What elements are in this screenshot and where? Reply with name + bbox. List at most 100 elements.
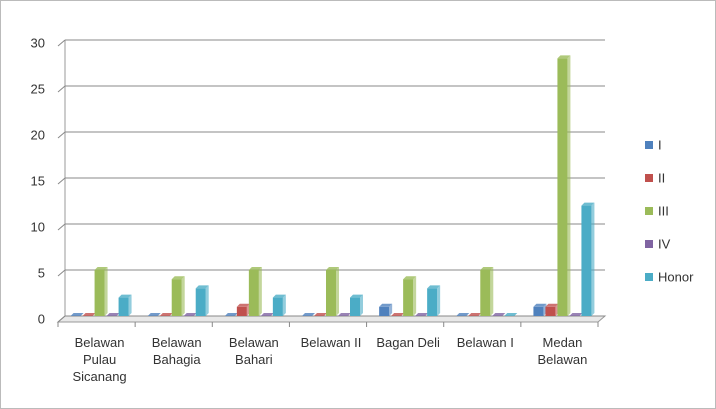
legend-label: I xyxy=(658,137,662,152)
bar xyxy=(159,313,173,316)
bar-face xyxy=(258,267,262,316)
bar-face xyxy=(70,313,84,316)
bar xyxy=(338,313,351,316)
bar-face xyxy=(360,294,363,316)
bar-face xyxy=(336,267,339,316)
bar xyxy=(581,202,595,316)
legend-label: IV xyxy=(658,236,671,251)
y-tick-label: 20 xyxy=(31,127,45,142)
bar xyxy=(403,276,417,316)
bar-face xyxy=(326,270,336,316)
legend-label: II xyxy=(658,170,665,185)
bar-face xyxy=(94,270,105,316)
bar xyxy=(350,294,363,316)
bar-face xyxy=(94,267,108,270)
bar-face xyxy=(413,276,417,316)
legend-swatch xyxy=(645,141,653,149)
bar-face xyxy=(545,306,556,316)
bar-face xyxy=(183,313,197,316)
bar-face xyxy=(569,313,583,316)
x-tick-label: Bagan Deli xyxy=(376,335,440,350)
bar xyxy=(545,303,559,316)
bar xyxy=(533,303,547,316)
grid-line-depth xyxy=(57,39,66,47)
bar xyxy=(468,313,482,316)
bar-face xyxy=(338,313,351,316)
bar xyxy=(260,313,274,316)
bar xyxy=(82,313,96,316)
grid-line-depth xyxy=(57,223,66,231)
legend-swatch xyxy=(645,174,653,182)
bar xyxy=(504,313,518,316)
grid-line-depth xyxy=(57,85,66,93)
bar-face xyxy=(403,279,414,316)
bar-face xyxy=(205,285,209,316)
grid-line-depth xyxy=(57,269,66,277)
bar xyxy=(557,55,571,317)
bar xyxy=(248,267,262,316)
y-tick-label: 25 xyxy=(31,81,45,96)
bar xyxy=(118,294,132,316)
bar-face xyxy=(581,202,595,206)
bar-face xyxy=(260,313,274,316)
bar xyxy=(379,303,393,316)
bar-face xyxy=(118,294,132,298)
x-tick-label: Belawan II xyxy=(300,335,362,350)
bar xyxy=(106,313,120,316)
bar-face xyxy=(591,202,595,316)
bar-face xyxy=(171,279,182,316)
bar-face xyxy=(427,285,441,289)
bar-face xyxy=(427,288,438,316)
bar-face xyxy=(545,303,559,307)
bar-face xyxy=(195,285,209,289)
bar xyxy=(569,313,583,316)
bar-face xyxy=(326,267,339,270)
bar xyxy=(171,276,185,316)
bar-face xyxy=(118,297,129,316)
legend-swatch xyxy=(645,273,653,281)
x-tick-label: Belawan Pulau Sicanang xyxy=(72,335,127,384)
bar xyxy=(272,294,286,316)
bar xyxy=(427,285,441,316)
bar xyxy=(456,313,470,316)
bar-face xyxy=(195,288,206,316)
bar-face xyxy=(468,313,482,316)
x-tick-label: Belawan Bahagia xyxy=(151,335,202,367)
bar-face xyxy=(415,313,429,316)
x-tick-label: Medan Belawan xyxy=(537,335,588,367)
bar-face xyxy=(236,303,250,307)
bar-face xyxy=(282,294,286,316)
grid-line-depth xyxy=(57,131,66,139)
bar-face xyxy=(159,313,173,316)
x-tick-label: Belawan I xyxy=(456,335,514,350)
bar-face xyxy=(302,313,315,316)
grid-line-depth xyxy=(57,177,66,185)
bar-face xyxy=(181,276,185,316)
bar-face xyxy=(480,267,494,270)
bar-face xyxy=(350,294,363,298)
bar-face xyxy=(224,313,238,316)
y-tick-label: 0 xyxy=(38,311,45,326)
legend-swatch xyxy=(645,207,653,215)
bar-face xyxy=(314,313,327,316)
bar-face xyxy=(480,270,491,316)
bar-face xyxy=(272,294,286,298)
bar-face xyxy=(437,285,441,316)
bar-face xyxy=(106,313,120,316)
bar-face xyxy=(504,313,518,316)
floor xyxy=(56,315,607,323)
bar xyxy=(183,313,197,316)
bar xyxy=(147,313,161,316)
bar-face xyxy=(272,297,283,316)
bar-face xyxy=(236,306,247,316)
bar-face xyxy=(147,313,161,316)
y-tick-label: 30 xyxy=(31,35,45,50)
bar-face xyxy=(533,306,544,316)
bar-face xyxy=(567,55,571,317)
bar-face xyxy=(389,303,393,316)
bar xyxy=(236,303,250,316)
bar-face xyxy=(82,313,96,316)
bar xyxy=(480,267,494,316)
bar-face xyxy=(248,270,259,316)
bar-face xyxy=(104,267,108,316)
